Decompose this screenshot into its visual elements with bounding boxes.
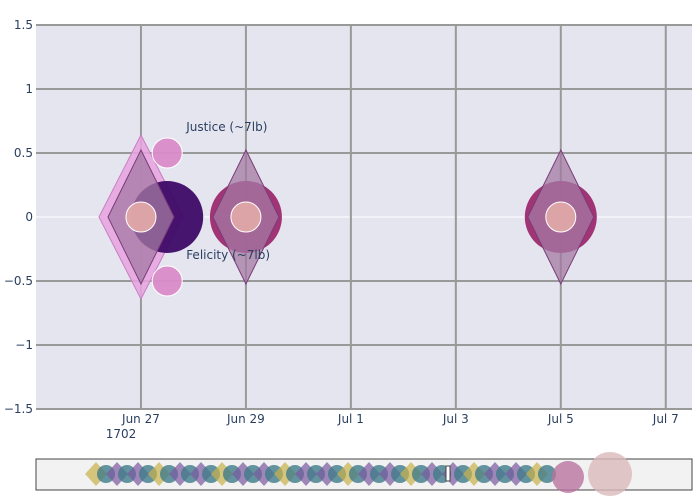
- y-tick-label: 1.5: [14, 18, 33, 32]
- circle-marker: [152, 266, 182, 296]
- circle-marker: [546, 202, 576, 232]
- y-tick-label: −1.5: [4, 402, 33, 416]
- slider-preview-mark: [588, 452, 632, 496]
- x-axis: Jun 27 Jun 29 Jul 1 Jul 3 Jul 5 Jul 7: [121, 412, 679, 426]
- x-origin-label: 1702: [106, 427, 137, 441]
- slider-preview-mark: [552, 461, 584, 493]
- range-slider-handle[interactable]: [446, 466, 450, 481]
- y-tick-label: 0: [25, 210, 33, 224]
- y-tick-label: −1: [15, 338, 33, 352]
- x-tick-label: Jul 7: [652, 412, 679, 426]
- x-tick-label: Jul 3: [442, 412, 469, 426]
- point-label: Justice (~7lb): [185, 120, 267, 134]
- circle-marker: [126, 202, 156, 232]
- x-tick-label: Jul 1: [337, 412, 364, 426]
- y-axis: −1.5 −1 −0.5 0 0.5 1 1.5: [4, 18, 33, 416]
- x-tick-label: Jul 5: [547, 412, 574, 426]
- circle-marker: [152, 138, 182, 168]
- x-tick-label: Jun 29: [226, 412, 265, 426]
- y-tick-label: 1: [25, 82, 33, 96]
- circle-marker: [231, 202, 261, 232]
- point-label: Felicity (~7lb): [186, 248, 270, 262]
- y-tick-label: −0.5: [4, 274, 33, 288]
- range-slider[interactable]: [36, 452, 692, 496]
- x-tick-label: Jun 27: [121, 412, 160, 426]
- y-tick-label: 0.5: [14, 146, 33, 160]
